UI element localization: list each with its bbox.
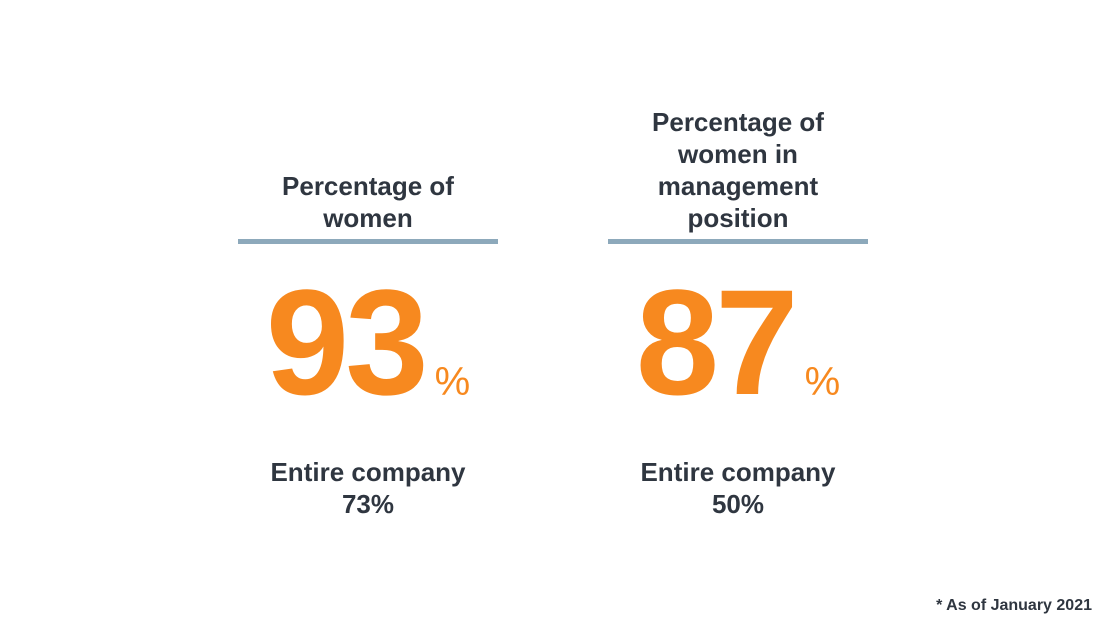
stat-unit: % — [804, 360, 841, 404]
divider-line — [608, 239, 868, 244]
comparison-value: 73% — [341, 489, 395, 519]
stat-title-box: Percentage of women in management positi… — [608, 90, 868, 234]
stat-title: Percentage of women — [282, 171, 454, 233]
stat-value-group: 87% — [608, 262, 868, 422]
stat-title-box: Percentage of women — [238, 90, 498, 234]
comparison-value: 50% — [711, 489, 765, 519]
stat-value-group: 93% — [238, 262, 498, 422]
stat-unit: % — [434, 360, 471, 404]
footnote: * As of January 2021 — [936, 597, 1092, 614]
comparison-label: Entire company — [640, 457, 836, 487]
stat-value: 93 — [265, 258, 429, 426]
comparison-label: Entire company — [270, 457, 466, 487]
stat-value: 87 — [635, 258, 799, 426]
divider-line — [238, 239, 498, 244]
stat-title: Percentage of women in management positi… — [652, 107, 824, 233]
